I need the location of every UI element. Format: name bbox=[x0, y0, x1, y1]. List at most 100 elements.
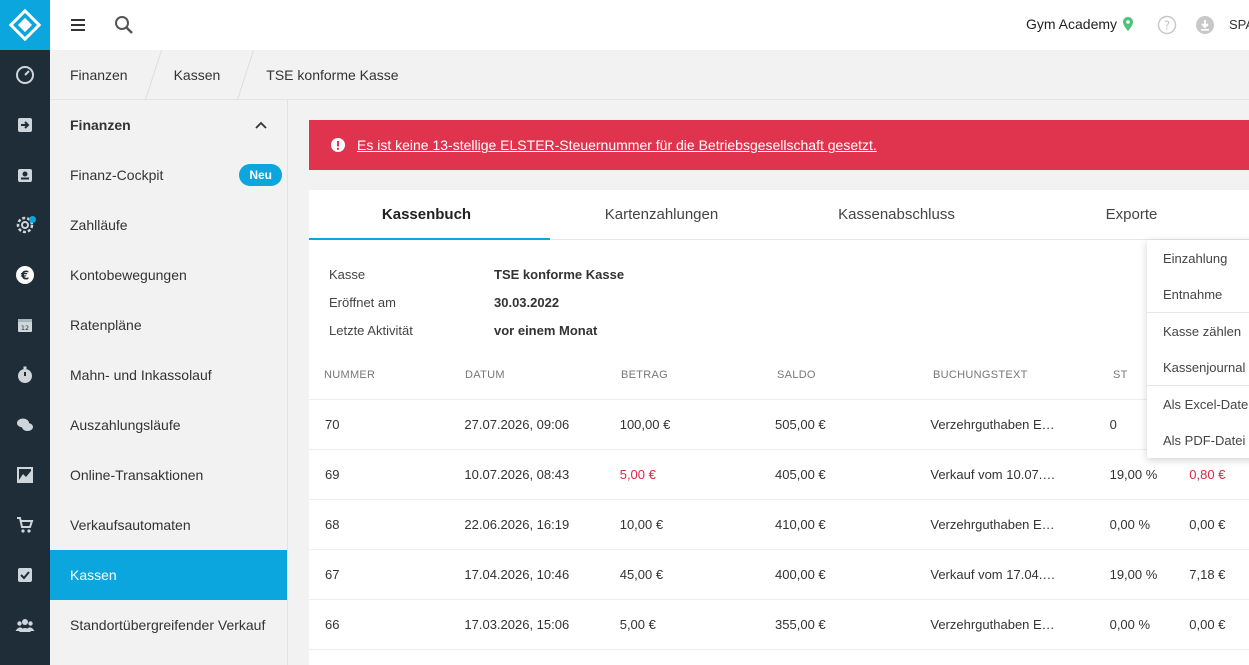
info-value: vor einem Monat bbox=[494, 322, 598, 338]
checkbox-icon[interactable] bbox=[0, 550, 50, 600]
dashboard-icon[interactable] bbox=[0, 50, 50, 100]
cart-icon[interactable] bbox=[0, 500, 50, 550]
tab-kassenabschluss[interactable]: Kassenabschluss bbox=[838, 206, 955, 223]
sidebar-item-standortuebergreifend[interactable]: Standortübergreifender Verkauf bbox=[50, 600, 287, 650]
breadcrumb-item-finanzen[interactable]: Finanzen bbox=[50, 50, 148, 100]
column-header-steuer[interactable]: ST bbox=[1113, 368, 1128, 381]
location-pin-icon bbox=[1123, 17, 1134, 31]
download-icon[interactable] bbox=[1195, 15, 1215, 35]
finance-euro-icon[interactable]: € bbox=[0, 250, 50, 300]
table-row[interactable]: 67 17.04.2026, 10:46 45,00 € 400,00 € Ve… bbox=[309, 550, 1249, 600]
calendar-icon[interactable]: 12 bbox=[0, 300, 50, 350]
column-header-buchungstext[interactable]: BUCHUNGSTEXT bbox=[933, 368, 1028, 381]
menu-item-export-excel[interactable]: Als Excel-Datei bbox=[1163, 396, 1249, 412]
cell-buchungstext: Verkauf vom 17.04.… bbox=[930, 567, 1056, 582]
cell-datum: 17.03.2026, 15:06 bbox=[464, 617, 570, 632]
cell-buchungstext: Verzehrguthaben E… bbox=[930, 417, 1055, 432]
cell-buchungstext: Verzehrguthaben E… bbox=[930, 617, 1055, 632]
column-header-nummer[interactable]: NUMMER bbox=[324, 368, 376, 381]
help-icon[interactable]: ? bbox=[1157, 15, 1177, 35]
sidebar: Finanzen Finanz-Cockpit Neu Zahlläufe Ko… bbox=[50, 100, 288, 665]
sidebar-item-online-transaktionen[interactable]: Online-Transaktionen bbox=[50, 450, 287, 500]
menu-divider bbox=[1147, 312, 1249, 313]
cell-steuerbetrag: 7,18 € bbox=[1189, 567, 1226, 582]
menu-item-kasse-zaehlen[interactable]: Kasse zählen bbox=[1163, 323, 1242, 339]
cell-nummer: 70 bbox=[325, 417, 340, 432]
sidebar-item-finanz-cockpit[interactable]: Finanz-Cockpit Neu bbox=[50, 150, 287, 200]
sidebar-section-header[interactable]: Finanzen bbox=[50, 100, 287, 150]
icon-rail: € 12 bbox=[0, 0, 50, 665]
sidebar-item-kassen[interactable]: Kassen bbox=[50, 550, 287, 600]
sidebar-item-zahllaeufe[interactable]: Zahlläufe bbox=[50, 200, 287, 250]
app-logo[interactable] bbox=[0, 0, 50, 50]
sidebar-heading: Finanzen bbox=[70, 117, 131, 133]
alert-icon bbox=[331, 138, 345, 152]
info-value: 30.03.2022 bbox=[494, 294, 560, 310]
menu-item-entnahme[interactable]: Entnahme bbox=[1163, 286, 1223, 302]
menu-item-export-pdf[interactable]: Als PDF-Datei e bbox=[1163, 432, 1249, 448]
menu-item-kassenjournal[interactable]: Kassenjournal bbox=[1163, 359, 1246, 375]
sidebar-item-mahnlauf[interactable]: Mahn- und Inkassolauf bbox=[50, 350, 287, 400]
sidebar-item-ratenplaene[interactable]: Ratenpläne bbox=[50, 300, 287, 350]
sidebar-item-kontobewegungen[interactable]: Kontobewegungen bbox=[50, 250, 287, 300]
kassenbuch-table: NUMMER DATUM BETRAG SALDO BUCHUNGSTEXT S… bbox=[309, 350, 1249, 650]
contact-card-icon[interactable] bbox=[0, 150, 50, 200]
cell-steuersatz: 19,00 % bbox=[1109, 567, 1158, 582]
sidebar-item-auszahlungslaeufe[interactable]: Auszahlungsläufe bbox=[50, 400, 287, 450]
breadcrumb-item-kassen[interactable]: Kassen bbox=[148, 50, 241, 100]
error-alert: Es ist keine 13-stellige ELSTER-Steuernu… bbox=[309, 120, 1249, 170]
hamburger-menu-icon[interactable] bbox=[68, 15, 88, 35]
table-row[interactable]: 68 22.06.2026, 16:19 10,00 € 410,00 € Ve… bbox=[309, 500, 1249, 550]
cell-betrag: 5,00 € bbox=[619, 467, 656, 482]
cell-steuersatz: 0,00 % bbox=[1109, 517, 1151, 532]
group-icon[interactable] bbox=[0, 600, 50, 650]
stopwatch-icon[interactable] bbox=[0, 350, 50, 400]
sidebar-item-label: Kontobewegungen bbox=[70, 267, 187, 283]
info-row: Kasse TSE konforme Kasse bbox=[329, 260, 624, 288]
breadcrumb: Finanzen Kassen TSE konforme Kasse bbox=[50, 50, 1249, 100]
cell-betrag: 10,00 € bbox=[619, 517, 664, 532]
cell-betrag: 45,00 € bbox=[619, 567, 664, 582]
sidebar-item-label: Mahn- und Inkassolauf bbox=[70, 367, 212, 383]
cell-datum: 17.04.2026, 10:46 bbox=[464, 567, 570, 582]
alert-link[interactable]: Es ist keine 13-stellige ELSTER-Steuernu… bbox=[357, 137, 877, 153]
search-icon[interactable] bbox=[113, 14, 135, 36]
tab-exporte[interactable]: Exporte bbox=[1105, 206, 1158, 223]
menu-item-einzahlung[interactable]: Einzahlung bbox=[1163, 250, 1228, 266]
svg-text:12: 12 bbox=[21, 324, 29, 332]
sidebar-item-label: Standortübergreifender Verkauf bbox=[70, 617, 266, 633]
info-key: Kasse bbox=[329, 266, 366, 282]
cell-saldo: 400,00 € bbox=[775, 567, 826, 582]
studio-name: Gym Academy bbox=[1026, 16, 1118, 32]
language-selector[interactable]: SPA bbox=[1229, 17, 1249, 32]
column-header-datum[interactable]: DATUM bbox=[465, 368, 505, 381]
cell-saldo: 410,00 € bbox=[775, 517, 826, 532]
cell-steuerbetrag: 0,00 € bbox=[1189, 517, 1226, 532]
column-header-saldo[interactable]: SALDO bbox=[777, 368, 816, 381]
svg-text:€: € bbox=[20, 269, 29, 283]
cell-datum: 22.06.2026, 16:19 bbox=[464, 517, 570, 532]
table-row[interactable]: 69 10.07.2026, 08:43 5,00 € 405,00 € Ver… bbox=[309, 450, 1249, 500]
studio-selector[interactable]: Gym Academy bbox=[1026, 16, 1134, 32]
column-header-betrag[interactable]: BETRAG bbox=[621, 368, 669, 381]
sidebar-item-label: Auszahlungsläufe bbox=[70, 417, 181, 433]
sidebar-item-label: Kassen bbox=[70, 567, 117, 583]
chat-icon[interactable] bbox=[0, 400, 50, 450]
cell-nummer: 69 bbox=[325, 467, 340, 482]
settings-gear-icon[interactable] bbox=[0, 200, 50, 250]
sidebar-item-verkaufsautomaten[interactable]: Verkaufsautomaten bbox=[50, 500, 287, 550]
table-row[interactable]: 66 17.03.2026, 15:06 5,00 € 355,00 € Ver… bbox=[309, 600, 1249, 650]
logo-icon bbox=[8, 8, 42, 42]
main-content: Es ist keine 13-stellige ELSTER-Steuernu… bbox=[288, 100, 1249, 665]
tab-kassenbuch[interactable]: Kassenbuch bbox=[309, 190, 550, 240]
notification-dot bbox=[29, 216, 36, 223]
cell-saldo: 355,00 € bbox=[775, 617, 826, 632]
checkin-icon[interactable] bbox=[0, 100, 50, 150]
cell-steuerbetrag: 0,80 € bbox=[1189, 467, 1226, 482]
table-row[interactable]: 70 27.07.2026, 09:06 100,00 € 505,00 € V… bbox=[309, 400, 1249, 450]
cell-steuersatz: 0,00 % bbox=[1109, 617, 1151, 632]
image-chart-icon[interactable] bbox=[0, 450, 50, 500]
kasse-info: Kasse TSE konforme Kasse Eröffnet am 30.… bbox=[329, 260, 624, 344]
tab-kartenzahlungen[interactable]: Kartenzahlungen bbox=[604, 206, 719, 223]
sidebar-item-label: Zahlläufe bbox=[70, 217, 128, 233]
